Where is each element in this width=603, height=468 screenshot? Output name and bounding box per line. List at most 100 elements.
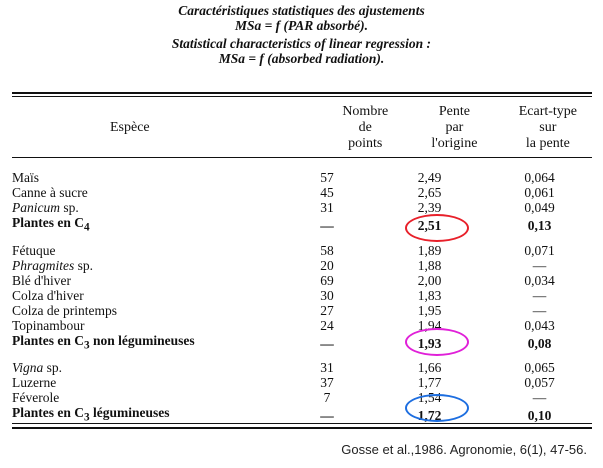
top-double-rule-a bbox=[12, 92, 592, 94]
group-total-row-c3-non-legumes: Plantes en C3 non légumineuses — 1,93 0,… bbox=[12, 333, 592, 354]
header-count-3: points bbox=[348, 136, 383, 151]
table-row: Maïs 57 2,49 0,064 bbox=[12, 170, 592, 185]
species-genus: Vigna bbox=[12, 360, 44, 376]
species-cell: Blé d'hiver bbox=[12, 272, 72, 288]
sd-cell: 0,049 bbox=[524, 200, 555, 215]
slope-cell: 1,89 bbox=[417, 242, 442, 258]
sd-cell: — bbox=[532, 257, 547, 273]
header-slope-1: Pente bbox=[438, 104, 470, 119]
header-slope-2: par bbox=[445, 120, 464, 135]
species-genus: Phragmites bbox=[12, 257, 75, 273]
header-table: Espèce Nombre Pente Ecart-type de par su… bbox=[12, 104, 592, 152]
species-cell: Colza d'hiver bbox=[12, 287, 84, 303]
table-row: Colza d'hiver 30 1,83 — bbox=[12, 288, 592, 303]
slope-cell: 1,88 bbox=[417, 257, 442, 273]
table-row: Féverole 7 1,54 — bbox=[12, 390, 592, 405]
header-species: Espèce bbox=[110, 120, 150, 135]
species-cell: Vigna sp. bbox=[12, 353, 282, 375]
points-cell: 27 bbox=[320, 302, 334, 318]
table-row: Topinambour 24 1,94 0,043 bbox=[12, 318, 592, 333]
sd-cell: 0,043 bbox=[524, 317, 555, 333]
points-cell: 24 bbox=[320, 317, 334, 333]
c4-slope-highlight-oval bbox=[405, 214, 469, 242]
points-cell: 57 bbox=[320, 170, 334, 185]
group-subscript: 3 bbox=[84, 339, 90, 352]
citation-reference: Gosse et al.,1986. Agronomie, 6(1), 47-5… bbox=[341, 442, 587, 457]
header-sd-2: sur bbox=[539, 120, 557, 135]
sd-cell: — bbox=[532, 287, 547, 303]
species-cell: Topinambour bbox=[12, 317, 85, 333]
table-row: Luzerne 37 1,77 0,057 bbox=[12, 375, 592, 390]
points-cell: 37 bbox=[320, 375, 334, 391]
header-slope-3: l'origine bbox=[431, 136, 478, 151]
slope-cell: 2,00 bbox=[417, 272, 442, 288]
sd-cell: 0,034 bbox=[524, 272, 555, 288]
species-cell: Plantes en C3 non légumineuses bbox=[12, 333, 282, 354]
group-label: Plantes en C bbox=[12, 215, 84, 230]
slope-cell: 1,77 bbox=[417, 375, 442, 391]
points-cell: 31 bbox=[320, 200, 334, 215]
species-cell: Phragmites sp. bbox=[12, 258, 282, 273]
species-cell: Plantes en C3 légumineuses bbox=[12, 405, 282, 426]
slope-cell: 1,95 bbox=[417, 302, 442, 318]
sd-cell: 0,061 bbox=[524, 185, 555, 200]
sd-cell: 0,064 bbox=[524, 170, 555, 185]
slope-cell: 2,49 bbox=[417, 170, 442, 185]
points-cell: 69 bbox=[320, 272, 334, 288]
species-cell: Colza de printemps bbox=[12, 302, 117, 318]
points-cell: — bbox=[320, 335, 334, 351]
table-row: Fétuque 58 1,89 0,071 bbox=[12, 236, 592, 258]
group-label-suffix: légumineuses bbox=[89, 405, 170, 421]
sd-cell: 0,08 bbox=[527, 335, 552, 351]
sd-cell: 0,065 bbox=[524, 360, 555, 376]
sd-cell: 0,10 bbox=[527, 408, 552, 424]
points-cell: 58 bbox=[320, 242, 334, 258]
table-caption: Caractéristiques statistiques des ajuste… bbox=[0, 3, 603, 66]
sd-cell: 0,071 bbox=[524, 242, 555, 258]
table-row: Colza de printemps 27 1,95 — bbox=[12, 303, 592, 318]
points-cell: — bbox=[320, 408, 334, 424]
sd-cell: — bbox=[532, 302, 547, 318]
species-cell: Maïs bbox=[12, 170, 39, 185]
header-count-2: de bbox=[358, 120, 372, 135]
species-genus: Panicum bbox=[12, 200, 60, 215]
top-double-rule-b bbox=[12, 96, 592, 97]
points-cell: — bbox=[320, 217, 334, 233]
caption-fr-line2: MSa = f (PAR absorbé). bbox=[234, 18, 369, 33]
table-row: Vigna sp. 31 1,66 0,065 bbox=[12, 353, 592, 375]
table-row: Canne à sucre 45 2,65 0,061 bbox=[12, 185, 592, 200]
c3-non-legume-slope-highlight-oval bbox=[405, 328, 469, 356]
group-label: Plantes en C bbox=[12, 332, 84, 348]
group-subscript: 3 bbox=[84, 412, 90, 425]
table-row: Phragmites sp. 20 1,88 — bbox=[12, 258, 592, 273]
header-row-1: Espèce Nombre Pente Ecart-type bbox=[12, 104, 592, 135]
slope-cell: 2,39 bbox=[417, 200, 442, 215]
header-row-3: points l'origine la pente bbox=[12, 136, 592, 152]
species-suffix: sp. bbox=[74, 257, 94, 273]
table-row: Blé d'hiver 69 2,00 0,034 bbox=[12, 273, 592, 288]
c3-legume-slope-highlight-oval bbox=[405, 394, 469, 422]
sd-cell: 0,057 bbox=[524, 375, 555, 391]
species-cell: Panicum sp. bbox=[12, 200, 282, 215]
points-cell: 30 bbox=[320, 287, 334, 303]
table-row: Panicum sp. 31 2,39 0,049 bbox=[12, 200, 592, 215]
caption-en-line2: MSa = f (absorbed radiation). bbox=[218, 51, 385, 66]
bottom-double-rule-b bbox=[12, 427, 592, 429]
species-cell: Canne à sucre bbox=[12, 185, 88, 200]
sd-cell: 0,13 bbox=[527, 217, 552, 233]
points-cell: 45 bbox=[320, 185, 334, 200]
slope-cell: 1,66 bbox=[417, 360, 442, 376]
species-cell: Plantes en C4 bbox=[12, 215, 282, 236]
species-suffix: sp. bbox=[60, 200, 79, 215]
points-cell: 31 bbox=[320, 360, 334, 376]
species-cell: Luzerne bbox=[12, 375, 57, 391]
data-table: Maïs 57 2,49 0,064 Canne à sucre 45 2,65… bbox=[12, 170, 592, 426]
header-sd-3: la pente bbox=[525, 136, 570, 151]
species-suffix: sp. bbox=[43, 360, 63, 376]
slope-cell: 1,83 bbox=[417, 287, 442, 303]
header-sd-1: Ecart-type bbox=[518, 104, 578, 119]
caption-fr-line1: Caractéristiques statistiques des ajuste… bbox=[178, 3, 425, 18]
group-label-suffix: non légumineuses bbox=[89, 332, 195, 348]
header-separator-rule bbox=[12, 157, 592, 158]
species-cell: Féverole bbox=[12, 390, 60, 406]
